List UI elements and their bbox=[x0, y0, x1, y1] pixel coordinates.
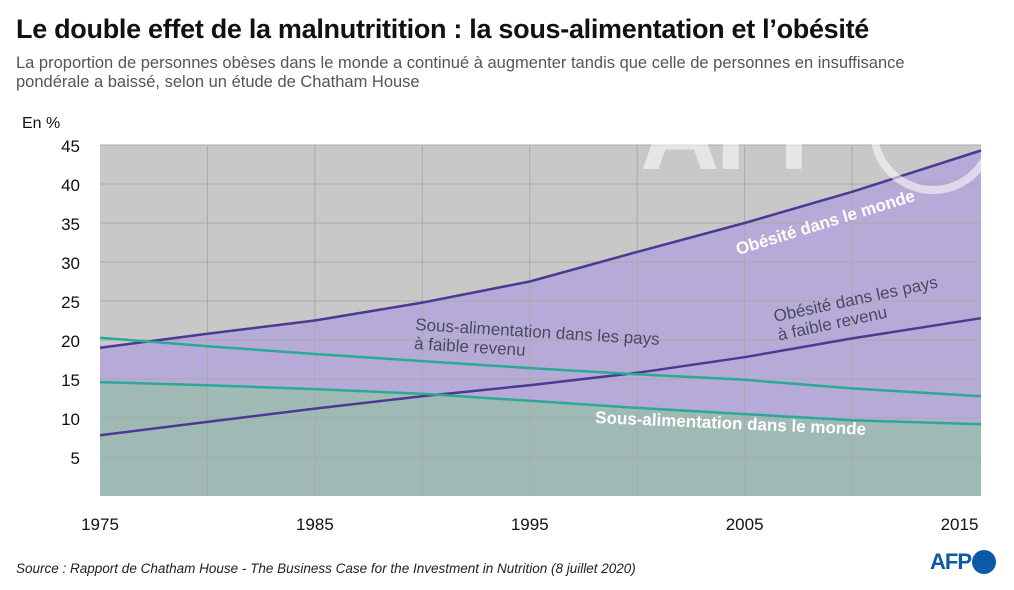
x-tick-label: 2005 bbox=[726, 515, 764, 534]
y-tick-label: 45 bbox=[61, 137, 80, 156]
series-line-3 bbox=[99, 336, 982, 398]
undernutrition-area bbox=[100, 382, 981, 496]
chart-title: Le double effet de la malnutritition : l… bbox=[16, 14, 870, 44]
chart-subtitle: La proportion de personnes obèses dans l… bbox=[16, 54, 905, 91]
y-tick-label: 20 bbox=[61, 332, 80, 351]
y-axis-label: En % bbox=[22, 115, 60, 132]
series-line-4 bbox=[99, 380, 982, 426]
x-tick-label: 1995 bbox=[511, 515, 549, 534]
afp-logo-text: AFP bbox=[930, 549, 972, 574]
y-tick-label: 30 bbox=[61, 254, 80, 273]
y-tick-label: 5 bbox=[71, 449, 80, 468]
afp-logo-dot bbox=[972, 550, 996, 574]
x-tick-label: 2015 bbox=[941, 515, 979, 534]
y-tick-label: 10 bbox=[61, 410, 80, 429]
x-tick-label: 1985 bbox=[296, 515, 334, 534]
y-tick-label: 25 bbox=[61, 293, 80, 312]
y-tick-label: 15 bbox=[61, 371, 80, 390]
series-line-1 bbox=[99, 149, 982, 350]
series-line-2 bbox=[99, 316, 982, 437]
y-tick-label: 40 bbox=[61, 176, 80, 195]
afp-logo: AFP bbox=[930, 549, 996, 575]
source-note: Source : Rapport de Chatham House - The … bbox=[16, 561, 636, 576]
x-tick-label: 1975 bbox=[81, 515, 119, 534]
y-tick-label: 35 bbox=[61, 215, 80, 234]
